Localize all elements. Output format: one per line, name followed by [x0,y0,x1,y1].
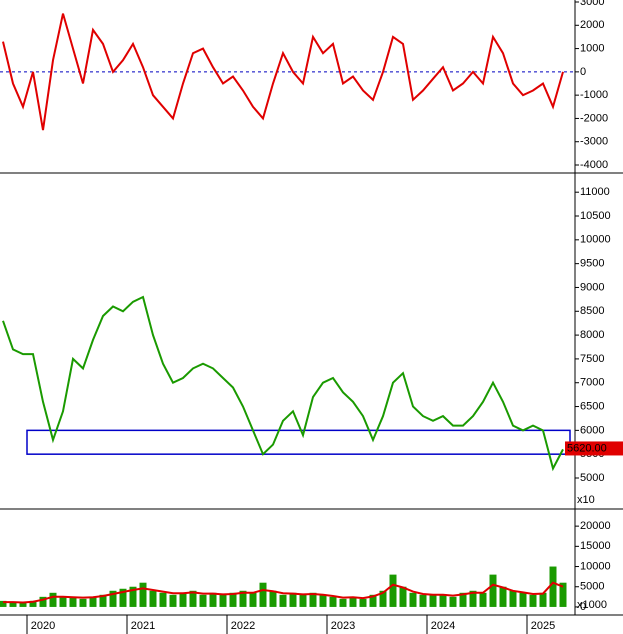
volume-bar [149,590,157,607]
y-tick-label: 9500 [580,258,604,270]
volume-bar [529,594,537,607]
volume-bar [309,592,317,607]
volume-bar [179,592,187,607]
x-tick-label: 2020 [31,620,55,632]
volume-bar [39,596,47,607]
volume-bar [429,594,437,607]
volume-bar [99,594,107,607]
volume-bar [219,594,227,607]
volume-bar [299,594,307,607]
series-line [3,581,564,604]
volume-bar [559,582,567,607]
volume-bar [469,590,477,607]
volume-bar [519,592,527,607]
y-tick-label: -2000 [580,112,608,124]
x-tick-label: 2023 [331,620,355,632]
volume-bar [329,596,337,607]
volume-bar [479,592,487,607]
volume-bar [269,590,277,607]
volume-bar [199,594,207,607]
y-tick-label: 5000 [580,581,604,593]
volume-bar [339,598,347,607]
x-tick-label: 2025 [531,620,555,632]
volume-bar [59,596,67,607]
y-tick-label: 7000 [580,377,604,389]
y-tick-label: 7500 [580,353,604,365]
volume-bar [159,592,167,607]
scale-note: x1000 [577,599,607,611]
volume-bar [189,590,197,607]
y-tick-label: 9000 [580,281,604,293]
y-tick-label: -3000 [580,136,608,148]
y-tick-label: 5000 [580,472,604,484]
volume-bar [419,594,427,607]
x-tick-label: 2021 [131,620,155,632]
y-tick-label: 2000 [580,19,604,31]
y-tick-label: 11000 [580,186,610,198]
y-tick-label: 1000 [580,42,604,54]
volume-bar [49,592,57,607]
scale-note: x10 [577,494,595,506]
volume-bar [459,592,467,607]
volume-bar [9,602,17,607]
volume-bar [19,602,27,607]
y-tick-label: 20000 [580,520,611,532]
y-tick-label: 10500 [580,210,611,222]
volume-bar [89,596,97,607]
volume-bar [409,592,417,607]
volume-bar [209,592,217,607]
y-tick-label: 6500 [580,400,604,412]
volume-bar [449,596,457,607]
last-price-label: 5620.00 [567,442,607,454]
volume-bar [349,596,357,607]
volume-bar [129,586,137,607]
y-tick-label: 3000 [580,0,604,8]
x-tick-label: 2024 [431,620,455,632]
volume-bar [379,590,387,607]
volume-bar [249,592,257,607]
y-tick-label: 8000 [580,329,604,341]
volume-bar [229,592,237,607]
volume-bar [0,600,7,607]
volume-bar [29,600,37,607]
volume-bar [79,598,87,607]
y-tick-label: -4000 [580,159,608,171]
volume-bar [549,566,557,607]
volume-bar [399,586,407,607]
volume-bar [69,596,77,607]
y-tick-label: 10000 [580,560,611,572]
volume-bar [169,594,177,607]
y-tick-label: -1000 [580,89,608,101]
last-price-box [565,441,623,456]
volume-bar [139,582,147,607]
series-line [2,13,564,131]
volume-bar [499,586,507,607]
volume-bar [439,594,447,607]
volume-bar [279,594,287,607]
volume-bar [369,594,377,607]
volume-bar [389,574,397,607]
y-tick-label: 15000 [580,540,611,552]
volume-bar [119,588,127,607]
y-tick-label: 10000 [580,234,611,246]
volume-bar [289,592,297,607]
y-tick-label: 0 [580,66,586,78]
volume-bar [539,592,547,607]
y-tick-label: 8500 [580,305,604,317]
volume-bar [259,582,267,607]
volume-bar [319,594,327,607]
volume-bar [239,590,247,607]
volume-bar [359,598,367,607]
volume-bar [109,590,117,607]
y-tick-label: 0 [580,601,586,613]
series-line [2,295,564,472]
volume-bar [509,590,517,607]
x-tick-label: 2022 [231,620,255,632]
volume-bar [489,574,497,607]
y-tick-label: 6000 [580,424,604,436]
